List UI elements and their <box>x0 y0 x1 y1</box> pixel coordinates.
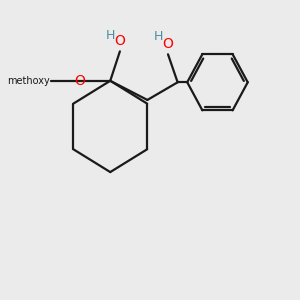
Text: methoxy: methoxy <box>7 76 50 86</box>
Text: O: O <box>114 34 125 48</box>
Text: O: O <box>163 38 173 51</box>
Text: H: H <box>154 30 163 43</box>
Text: H: H <box>106 29 115 42</box>
Text: O: O <box>75 74 86 88</box>
